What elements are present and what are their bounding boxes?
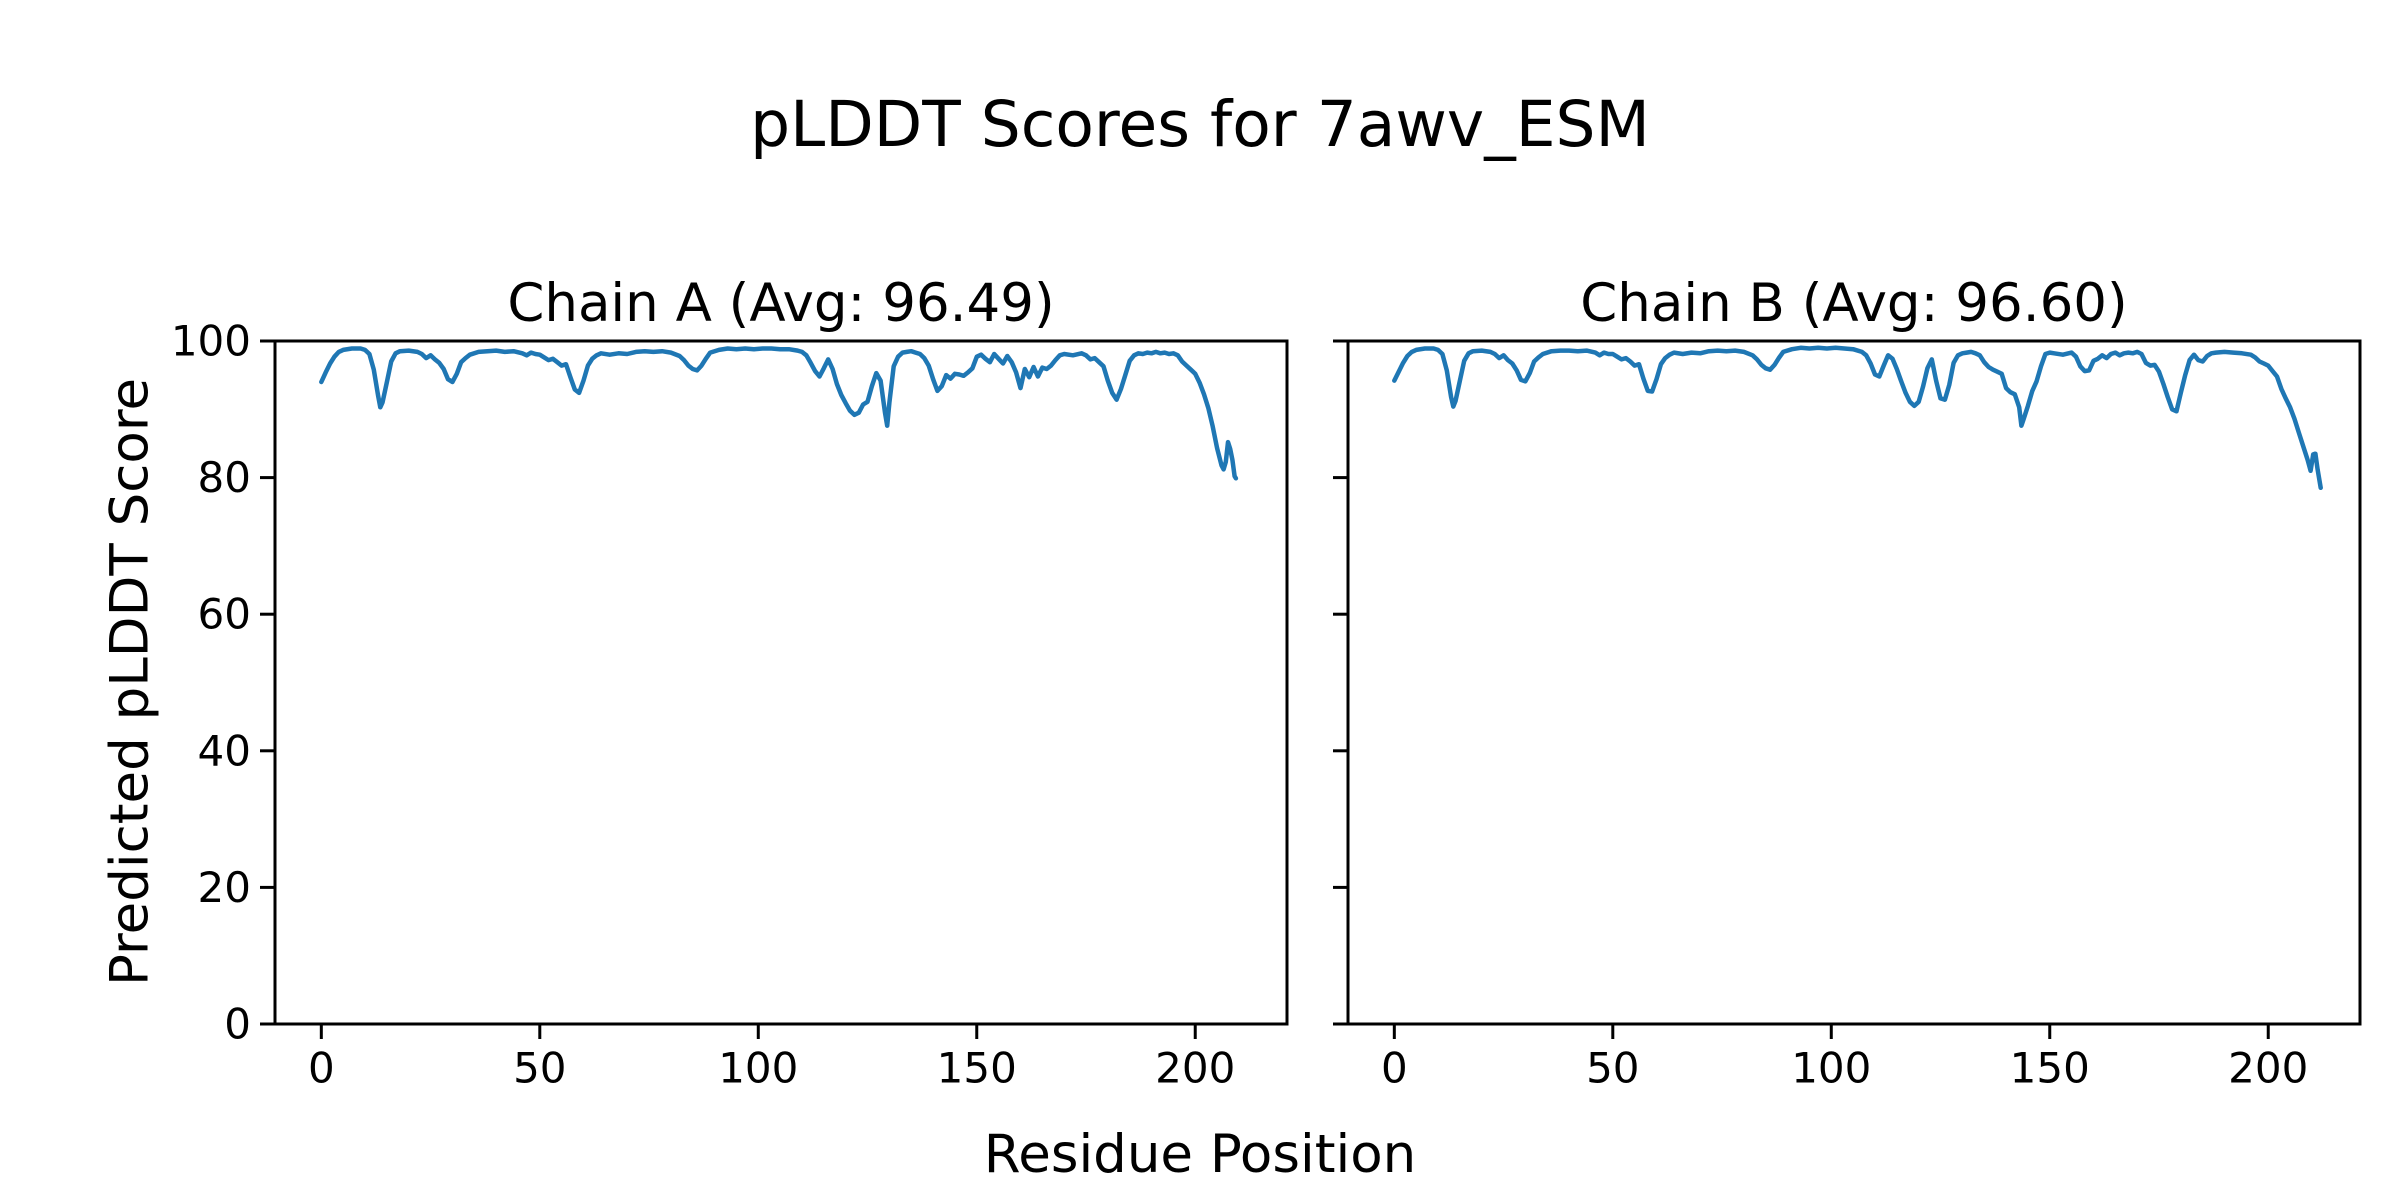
subplot-chain-a-title: Chain A (Avg: 96.49) xyxy=(507,273,1055,334)
y-tick-label: 20 xyxy=(198,863,251,912)
chain-b-plot-canvas: 0 50 100 150 200 xyxy=(1333,339,2362,1093)
x-tick-label: 0 xyxy=(1381,1044,1408,1093)
x-tick-label: 150 xyxy=(937,1044,1017,1093)
subplot-chain-b-title: Chain B (Avg: 96.60) xyxy=(1580,273,2128,334)
chain-a-plot-canvas: 0 50 100 150 200 0 20 40 60 80 100 xyxy=(171,317,1289,1093)
plot-frame xyxy=(1346,339,2362,1026)
y-tick-label: 100 xyxy=(171,317,251,366)
x-tick-label: 100 xyxy=(718,1044,798,1093)
plddt-line-b xyxy=(1392,345,2323,491)
plddt-line-a xyxy=(319,346,1239,481)
x-tick-label: 50 xyxy=(513,1044,566,1093)
x-axis-label: Residue Position xyxy=(983,1124,1417,1185)
subplot-chain-b: Chain B (Avg: 96.60) 0 50 100 150 200 xyxy=(1333,274,2362,1093)
x-tick-label: 200 xyxy=(2228,1044,2308,1093)
plot-frame xyxy=(273,339,1289,1026)
figure-title: pLDDT Scores for 7awv_ESM xyxy=(750,88,1650,161)
x-tick-label: 100 xyxy=(1791,1044,1871,1093)
x-tick-label: 0 xyxy=(308,1044,335,1093)
x-tick-label: 150 xyxy=(2010,1044,2090,1093)
subplot-chain-a: Chain A (Avg: 96.49) 0 50 100 150 200 0 20 40 60… xyxy=(171,274,1289,1093)
x-tick-label: 50 xyxy=(1586,1044,1639,1093)
y-tick-label: 60 xyxy=(198,590,251,639)
y-tick-label: 80 xyxy=(198,453,251,502)
y-tick-label: 0 xyxy=(224,1000,251,1049)
y-tick-label: 40 xyxy=(198,726,251,775)
y-axis-label: Predicted pLDDT Score xyxy=(99,377,161,987)
x-tick-label: 200 xyxy=(1155,1044,1235,1093)
